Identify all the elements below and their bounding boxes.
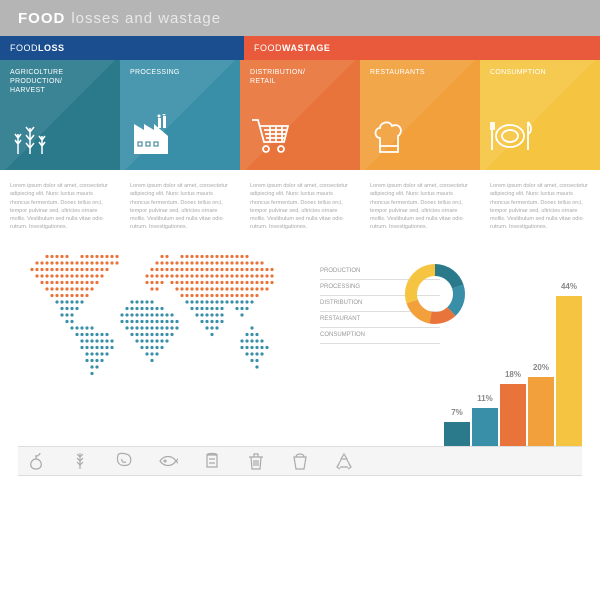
category-0: AGRICOLTUREPRODUCTION/HARVEST [0,60,120,170]
category-label: RESTAURANTS [370,68,470,77]
world-map-dots [18,244,298,394]
icon-strip [18,446,582,476]
recycle-icon [334,451,354,471]
bar: 11% [472,408,498,446]
text-row: Lorem ipsum dolor sit amet, consectetur … [0,170,600,244]
chef-icon [370,114,414,158]
bar-label: 7% [444,408,470,417]
cart-icon [250,114,294,158]
bar-label: 18% [500,370,526,379]
bar-label: 44% [556,282,582,291]
category-label: DISTRIBUTION/RETAIL [250,68,350,86]
title-bar: FOOD losses and wastage [0,0,600,36]
bar: 7% [444,422,470,446]
donut-label: CONSUMPTION [320,328,440,344]
title-bold: FOOD [18,10,65,27]
text-col-0: Lorem ipsum dolor sit amet, consectetur … [0,182,120,232]
header-wastage: FOOD WASTAGE [244,36,600,60]
header-loss: FOOD LOSS [0,36,244,60]
category-1: PROCESSING [120,60,240,170]
bar: 20% [528,377,554,445]
header-row: FOOD LOSSFOOD WASTAGE [0,36,600,60]
category-4: CONSUMPTION [480,60,600,170]
steak-icon [114,451,134,471]
title-light: losses and wastage [71,10,221,27]
bar: 44% [556,296,582,446]
category-2: DISTRIBUTION/RETAIL [240,60,360,170]
plate-icon [490,114,534,158]
category-label: CONSUMPTION [490,68,590,77]
wheat2-icon [70,451,90,471]
category-row: AGRICOLTUREPRODUCTION/HARVEST PROCESSING D… [0,60,600,170]
bar-label: 20% [528,363,554,372]
factory-icon [130,114,174,158]
apple-icon [26,451,46,471]
bag-icon [290,451,310,471]
text-col-4: Lorem ipsum dolor sit amet, consectetur … [480,182,600,232]
category-label: PROCESSING [130,68,230,77]
text-col-3: Lorem ipsum dolor sit amet, consectetur … [360,182,480,232]
fish-icon [158,451,178,471]
bar: 18% [500,384,526,445]
bar-chart: 7%11%18%20%44% [444,296,582,446]
bar-label: 11% [472,394,498,403]
text-col-1: Lorem ipsum dolor sit amet, consectetur … [120,182,240,232]
trash-icon [246,451,266,471]
category-3: RESTAURANTS [360,60,480,170]
lower-section: PRODUCTIONPROCESSINGDISTRIBUTIONRESTAURA… [0,244,600,494]
wheat-icon [10,114,54,158]
donut-chart-area: PRODUCTIONPROCESSINGDISTRIBUTIONRESTAURA… [320,264,440,345]
category-label: AGRICOLTUREPRODUCTION/HARVEST [10,68,110,95]
can-icon [202,451,222,471]
text-col-2: Lorem ipsum dolor sit amet, consectetur … [240,182,360,232]
